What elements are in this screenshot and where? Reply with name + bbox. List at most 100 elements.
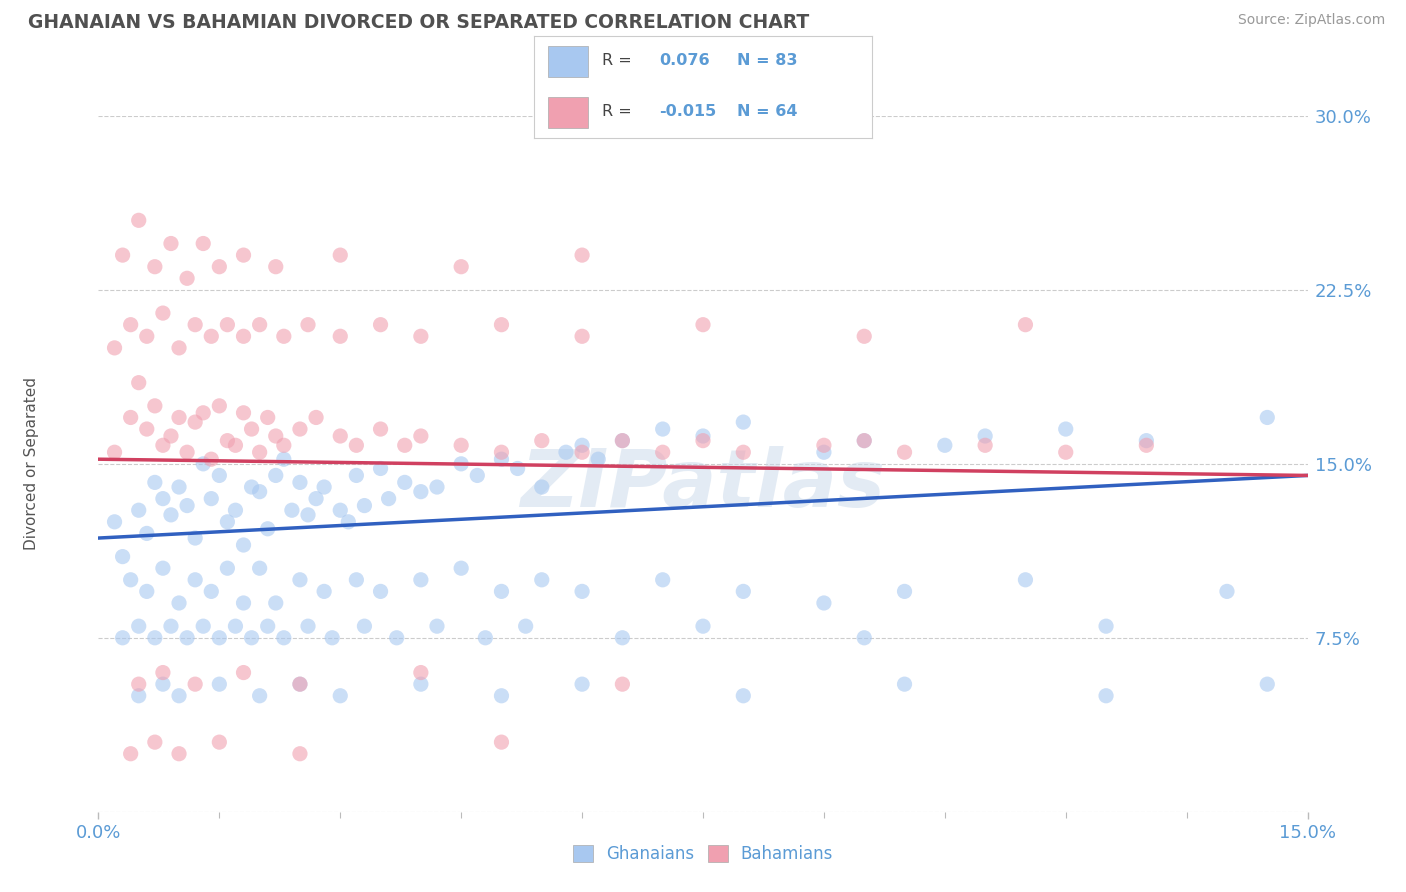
Text: GHANAIAN VS BAHAMIAN DIVORCED OR SEPARATED CORRELATION CHART: GHANAIAN VS BAHAMIAN DIVORCED OR SEPARAT… <box>28 13 810 32</box>
Point <box>217 561 239 575</box>
Text: -0.015: -0.015 <box>659 104 717 120</box>
Point <box>143 260 166 274</box>
Point <box>224 438 246 452</box>
Point <box>128 677 150 691</box>
Text: R =: R = <box>602 53 637 68</box>
Bar <box>548 45 588 77</box>
Point <box>143 399 166 413</box>
Point <box>491 445 513 459</box>
Text: R =: R = <box>602 104 637 120</box>
Point <box>152 306 174 320</box>
Point <box>184 415 207 429</box>
Point <box>128 213 150 227</box>
Point <box>692 619 714 633</box>
Point <box>135 422 157 436</box>
Point <box>128 503 150 517</box>
Point <box>491 689 513 703</box>
Point <box>111 549 134 564</box>
Point <box>571 438 593 452</box>
Point <box>103 515 125 529</box>
Point <box>394 438 416 452</box>
Point <box>385 631 408 645</box>
Point <box>160 508 183 522</box>
Point <box>232 538 254 552</box>
Point <box>394 475 416 490</box>
Point <box>297 318 319 332</box>
Point <box>120 747 142 761</box>
Point <box>450 457 472 471</box>
Point <box>586 452 609 467</box>
Point <box>143 475 166 490</box>
Point <box>353 499 375 513</box>
Point <box>193 236 215 251</box>
Point <box>733 445 755 459</box>
Point <box>184 677 207 691</box>
Point <box>167 480 190 494</box>
Point <box>288 677 311 691</box>
Point <box>612 631 634 645</box>
Point <box>111 248 134 262</box>
Point <box>893 677 915 691</box>
Point <box>813 445 835 459</box>
Point <box>288 475 311 490</box>
Point <box>224 503 246 517</box>
Text: Source: ZipAtlas.com: Source: ZipAtlas.com <box>1237 13 1385 28</box>
Point <box>515 619 537 633</box>
Point <box>651 445 673 459</box>
Point <box>934 438 956 452</box>
Point <box>974 438 997 452</box>
Point <box>1095 689 1118 703</box>
Point <box>329 248 352 262</box>
Point <box>111 631 134 645</box>
Point <box>249 484 271 499</box>
Point <box>240 480 263 494</box>
Point <box>240 631 263 645</box>
Point <box>160 236 183 251</box>
Point <box>249 689 271 703</box>
Point <box>1095 619 1118 633</box>
Point <box>200 329 222 343</box>
Point <box>409 329 432 343</box>
Point <box>571 329 593 343</box>
Point <box>409 665 432 680</box>
Point <box>208 399 231 413</box>
Point <box>692 429 714 443</box>
Point <box>733 689 755 703</box>
Point <box>314 584 336 599</box>
Point <box>128 376 150 390</box>
Point <box>370 461 392 475</box>
Point <box>160 619 183 633</box>
Point <box>152 665 174 680</box>
Point <box>329 689 352 703</box>
Point <box>491 735 513 749</box>
Point <box>217 318 239 332</box>
Point <box>409 573 432 587</box>
Point <box>1256 677 1278 691</box>
Point <box>305 491 328 506</box>
Point <box>344 573 367 587</box>
Point <box>103 445 125 459</box>
Point <box>281 503 304 517</box>
Point <box>256 410 278 425</box>
Point <box>232 665 254 680</box>
Point <box>314 480 336 494</box>
Point <box>426 480 449 494</box>
Point <box>217 434 239 448</box>
Point <box>733 584 755 599</box>
Point <box>128 619 150 633</box>
Point <box>651 573 673 587</box>
Point <box>893 584 915 599</box>
Point <box>491 584 513 599</box>
Point <box>370 584 392 599</box>
Point <box>273 329 295 343</box>
Text: N = 64: N = 64 <box>737 104 797 120</box>
Point <box>176 631 198 645</box>
Point <box>224 619 246 633</box>
Text: Divorced or Separated: Divorced or Separated <box>24 377 39 550</box>
Point <box>370 318 392 332</box>
Point <box>813 438 835 452</box>
Point <box>103 341 125 355</box>
Point <box>256 619 278 633</box>
Point <box>555 445 578 459</box>
Point <box>184 573 207 587</box>
